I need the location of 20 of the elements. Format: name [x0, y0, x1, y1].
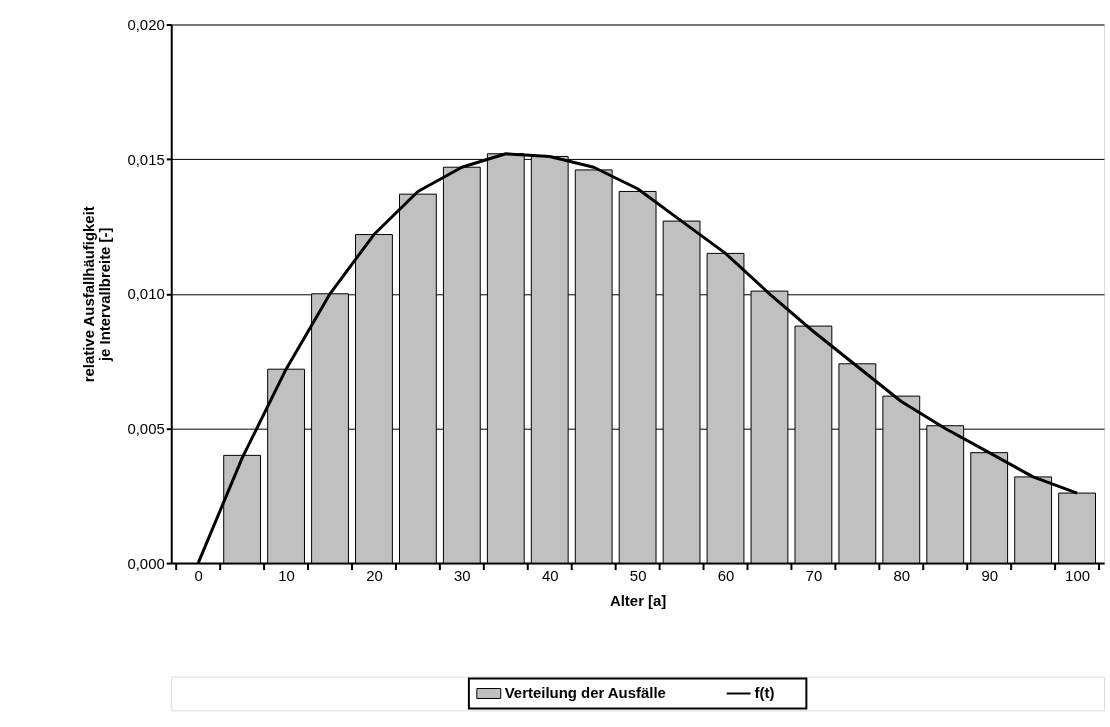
y-tick-label: 0,000: [127, 554, 165, 572]
x-tick-label: 0: [194, 567, 203, 585]
legend-label: Verteilung der Ausfälle: [504, 684, 666, 702]
y-tick-label: 0,010: [127, 285, 165, 303]
y-tick-label: 0,015: [127, 150, 165, 168]
y-axis-title: relative Ausfallhäufigkeit je Intervallbreite [-]: [79, 206, 114, 383]
x-tick-label: 20: [366, 567, 383, 585]
x-tick-label: 40: [541, 567, 559, 585]
x-tick-label: 30: [454, 567, 471, 585]
x-tick-label: 50: [629, 567, 647, 585]
x-tick-label: 10: [278, 567, 295, 585]
x-tick-label: 90: [981, 567, 998, 585]
x-tick-label: 60: [717, 567, 735, 585]
y-tick-label: 0,020: [127, 15, 165, 33]
x-axis-title: Alter [a]: [609, 592, 667, 610]
x-tick-label: 100: [1065, 567, 1091, 585]
legend-label: f(t): [754, 684, 775, 702]
x-tick-label: 70: [805, 567, 823, 585]
x-tick-label: 80: [893, 567, 911, 585]
y-tick-label: 0,005: [127, 419, 165, 437]
